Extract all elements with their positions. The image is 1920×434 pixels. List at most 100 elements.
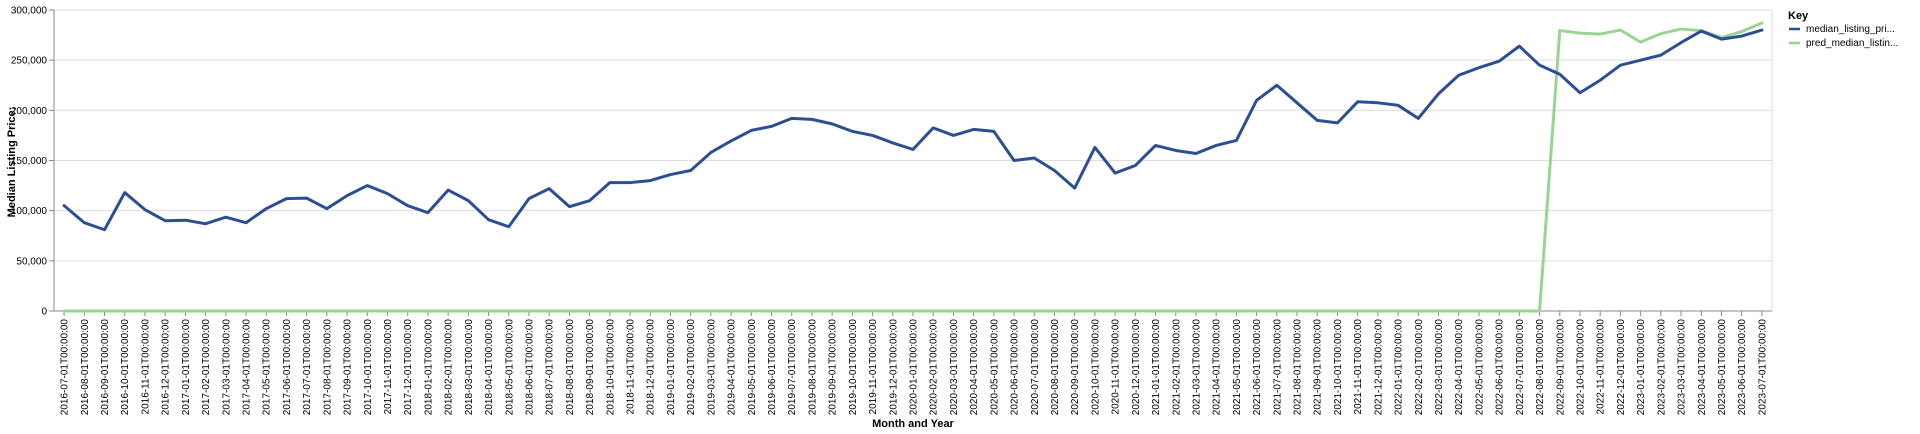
x-tick-label: 2019-11-01T00:00:00 bbox=[868, 319, 879, 415]
x-tick-label: 2017-01-01T00:00:00 bbox=[181, 319, 192, 416]
x-tick-label: 2020-11-01T00:00:00 bbox=[1111, 319, 1122, 415]
x-tick-label: 2022-06-01T00:00:00 bbox=[1495, 319, 1506, 416]
x-tick-label: 2020-02-01T00:00:00 bbox=[929, 319, 940, 416]
y-tick-label: 0 bbox=[41, 307, 47, 318]
x-tick-label: 2019-03-01T00:00:00 bbox=[706, 319, 717, 416]
x-tick-label: 2016-12-01T00:00:00 bbox=[161, 319, 172, 416]
x-tick-label: 2017-09-01T00:00:00 bbox=[343, 319, 354, 416]
x-tick-label: 2018-04-01T00:00:00 bbox=[484, 319, 495, 416]
x-tick-label: 2022-01-01T00:00:00 bbox=[1394, 319, 1405, 416]
x-tick-label: 2019-07-01T00:00:00 bbox=[787, 319, 798, 416]
x-tick-label: 2017-07-01T00:00:00 bbox=[302, 319, 313, 416]
x-tick-label: 2022-10-01T00:00:00 bbox=[1575, 319, 1586, 416]
x-tick-label: 2021-08-01T00:00:00 bbox=[1293, 319, 1304, 416]
x-tick-label: 2021-10-01T00:00:00 bbox=[1333, 319, 1344, 416]
y-axis: 0 50,000 100,000 150,000 200,000 250,000 300,0… bbox=[11, 6, 54, 318]
x-tick-label: 2021-09-01T00:00:00 bbox=[1313, 319, 1324, 416]
x-tick-label: 2019-09-01T00:00:00 bbox=[828, 319, 839, 416]
legend-entry: pred_median_listin... bbox=[1806, 38, 1898, 49]
x-tick-label: 2019-04-01T00:00:00 bbox=[727, 319, 738, 416]
x-tick-label: 2018-12-01T00:00:00 bbox=[646, 319, 657, 416]
x-tick-label: 2018-11-01T00:00:00 bbox=[626, 319, 637, 415]
x-tick-label: 2021-11-01T00:00:00 bbox=[1353, 319, 1364, 415]
x-tick-label: 2016-08-01T00:00:00 bbox=[80, 319, 91, 416]
x-tick-label: 2017-12-01T00:00:00 bbox=[403, 319, 414, 416]
series-line bbox=[62, 21, 1764, 313]
y-tick-label: 150,000 bbox=[11, 156, 48, 167]
x-tick-label: 2018-09-01T00:00:00 bbox=[585, 319, 596, 416]
x-tick-label: 2020-06-01T00:00:00 bbox=[1010, 319, 1021, 416]
legend-title: Key bbox=[1788, 10, 1809, 22]
x-tick-label: 2018-01-01T00:00:00 bbox=[423, 319, 434, 416]
x-tick-label: 2017-10-01T00:00:00 bbox=[363, 319, 374, 416]
x-tick-label: 2019-10-01T00:00:00 bbox=[848, 319, 859, 416]
x-tick-label: 2022-12-01T00:00:00 bbox=[1616, 319, 1627, 416]
x-tick-label: 2021-07-01T00:00:00 bbox=[1272, 319, 1283, 416]
series-lines bbox=[62, 21, 1764, 313]
x-tick-label: 2017-04-01T00:00:00 bbox=[242, 319, 253, 416]
x-tick-label: 2022-09-01T00:00:00 bbox=[1555, 319, 1566, 416]
grid-lines bbox=[54, 9, 1772, 312]
x-tick-label: 2020-03-01T00:00:00 bbox=[949, 319, 960, 416]
x-tick-label: 2022-02-01T00:00:00 bbox=[1414, 319, 1425, 416]
x-tick-label: 2017-11-01T00:00:00 bbox=[383, 319, 394, 415]
x-tick-label: 2018-10-01T00:00:00 bbox=[605, 319, 616, 416]
x-tick-label: 2018-06-01T00:00:00 bbox=[524, 319, 535, 416]
x-tick-label: 2020-01-01T00:00:00 bbox=[909, 319, 920, 416]
x-axis-title: Month and Year bbox=[872, 418, 954, 430]
x-tick-label: 2020-12-01T00:00:00 bbox=[1131, 319, 1142, 416]
x-tick-label: 2018-03-01T00:00:00 bbox=[464, 319, 475, 416]
x-tick-label: 2023-04-01T00:00:00 bbox=[1697, 319, 1708, 416]
x-tick-label: 2019-08-01T00:00:00 bbox=[807, 319, 818, 416]
x-tick-label: 2020-07-01T00:00:00 bbox=[1030, 319, 1041, 416]
x-tick-label: 2020-04-01T00:00:00 bbox=[969, 319, 980, 416]
x-tick-label: 2018-07-01T00:00:00 bbox=[545, 319, 556, 416]
x-tick-label: 2019-02-01T00:00:00 bbox=[686, 319, 697, 416]
x-tick-label: 2022-03-01T00:00:00 bbox=[1434, 319, 1445, 416]
x-tick-label: 2023-03-01T00:00:00 bbox=[1677, 319, 1688, 416]
x-tick-label: 2020-10-01T00:00:00 bbox=[1090, 319, 1101, 416]
x-tick-label: 2022-11-01T00:00:00 bbox=[1596, 319, 1607, 415]
x-tick-label: 2021-03-01T00:00:00 bbox=[1191, 319, 1202, 416]
legend: Key median_listing_pri... pred_median_lis… bbox=[1788, 10, 1898, 49]
x-axis: 2016-07-01T00:00:00 2016-08-01T00:00:00 20… bbox=[60, 311, 1768, 416]
x-tick-label: 2021-04-01T00:00:00 bbox=[1212, 319, 1223, 416]
x-tick-label: 2016-11-01T00:00:00 bbox=[140, 319, 151, 415]
x-tick-label: 2019-01-01T00:00:00 bbox=[666, 319, 677, 416]
x-tick-label: 2017-03-01T00:00:00 bbox=[221, 319, 232, 416]
x-tick-label: 2021-06-01T00:00:00 bbox=[1252, 319, 1263, 416]
x-tick-label: 2020-05-01T00:00:00 bbox=[989, 319, 1000, 416]
x-tick-label: 2020-09-01T00:00:00 bbox=[1070, 319, 1081, 416]
y-tick-label: 200,000 bbox=[11, 106, 48, 117]
x-tick-label: 2019-05-01T00:00:00 bbox=[747, 319, 758, 416]
x-tick-label: 2020-08-01T00:00:00 bbox=[1050, 319, 1061, 416]
x-tick-label: 2023-01-01T00:00:00 bbox=[1636, 319, 1647, 416]
x-tick-label: 2023-06-01T00:00:00 bbox=[1737, 319, 1748, 416]
x-tick-label: 2022-04-01T00:00:00 bbox=[1454, 319, 1465, 416]
x-tick-label: 2022-05-01T00:00:00 bbox=[1474, 319, 1485, 416]
x-tick-label: 2021-05-01T00:00:00 bbox=[1232, 319, 1243, 416]
x-tick-label: 2016-09-01T00:00:00 bbox=[100, 319, 111, 416]
x-tick-label: 2017-05-01T00:00:00 bbox=[262, 319, 273, 416]
x-tick-label: 2019-06-01T00:00:00 bbox=[767, 319, 778, 416]
series-line bbox=[62, 28, 1764, 232]
x-tick-label: 2017-02-01T00:00:00 bbox=[201, 319, 212, 416]
x-tick-label: 2023-07-01T00:00:00 bbox=[1757, 319, 1768, 416]
x-tick-label: 2017-06-01T00:00:00 bbox=[282, 319, 293, 416]
x-tick-label: 2021-12-01T00:00:00 bbox=[1373, 319, 1384, 416]
x-tick-label: 2023-05-01T00:00:00 bbox=[1717, 319, 1728, 416]
y-tick-label: 100,000 bbox=[11, 206, 48, 217]
x-tick-label: 2018-05-01T00:00:00 bbox=[504, 319, 515, 416]
y-tick-label: 250,000 bbox=[11, 56, 48, 67]
x-tick-label: 2017-08-01T00:00:00 bbox=[322, 319, 333, 416]
x-tick-label: 2018-08-01T00:00:00 bbox=[565, 319, 576, 416]
x-tick-label: 2021-02-01T00:00:00 bbox=[1171, 319, 1182, 416]
x-tick-label: 2019-12-01T00:00:00 bbox=[888, 319, 899, 416]
x-tick-label: 2023-02-01T00:00:00 bbox=[1656, 319, 1667, 416]
x-tick-label: 2021-01-01T00:00:00 bbox=[1151, 319, 1162, 416]
x-tick-label: 2016-10-01T00:00:00 bbox=[120, 319, 131, 416]
y-tick-label: 50,000 bbox=[16, 256, 47, 267]
x-tick-label: 2018-02-01T00:00:00 bbox=[444, 319, 455, 416]
legend-entry: median_listing_pri... bbox=[1806, 24, 1895, 35]
